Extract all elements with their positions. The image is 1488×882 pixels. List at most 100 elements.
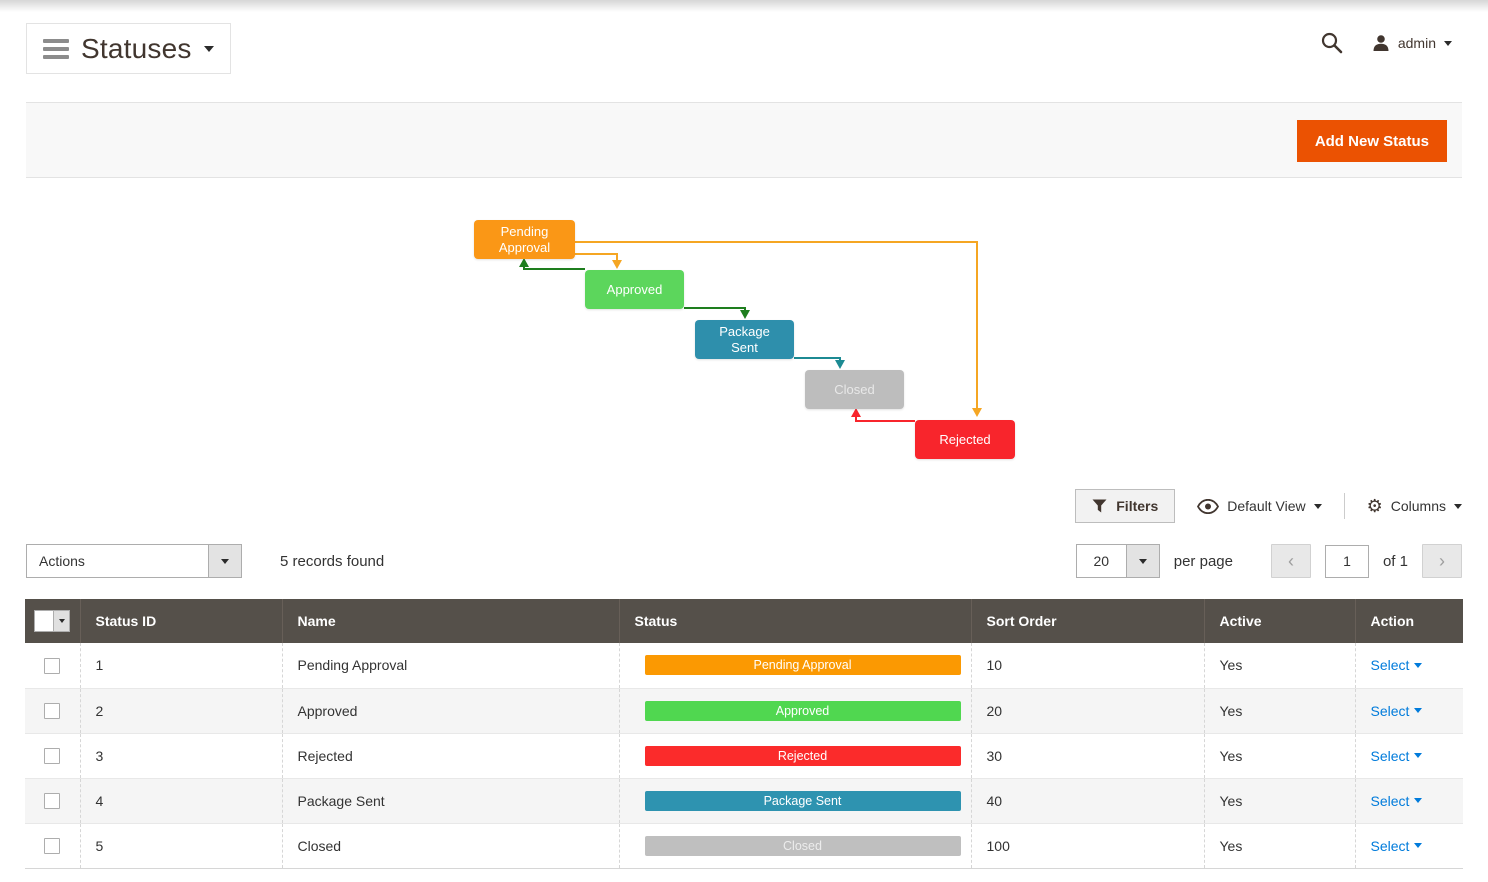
view-selector[interactable]: Default View xyxy=(1197,498,1322,514)
table-header-row: Status ID Name Status Sort Order Active … xyxy=(25,599,1463,643)
page-title: Statuses xyxy=(81,32,192,64)
toolbar-divider xyxy=(1343,493,1345,519)
flow-edges xyxy=(519,241,982,422)
per-page-label: per page xyxy=(1173,552,1233,570)
status-badge: Rejected xyxy=(644,745,961,766)
column-header-name[interactable]: Name xyxy=(281,599,619,643)
columns-label: Columns xyxy=(1390,498,1446,514)
row-checkbox[interactable] xyxy=(44,657,61,674)
cell-sort-order: 40 xyxy=(970,778,1204,824)
top-gradient xyxy=(0,0,1488,12)
edge-package-to-closed xyxy=(794,357,841,362)
chevron-down-icon xyxy=(1313,503,1322,509)
user-icon xyxy=(1373,35,1389,51)
username: admin xyxy=(1397,35,1436,51)
page-actions-panel: Add New Status xyxy=(26,102,1462,178)
cell-name: Pending Approval xyxy=(281,643,619,689)
cell-active: Yes xyxy=(1203,643,1355,689)
table-row: 3 Rejected Rejected 30 Yes Select xyxy=(25,733,1463,779)
admin-user-menu[interactable]: admin xyxy=(1372,34,1452,52)
cell-active: Yes xyxy=(1203,733,1355,779)
column-header-status[interactable]: Status xyxy=(618,599,971,643)
cell-name: Rejected xyxy=(281,733,619,779)
row-checkbox[interactable] xyxy=(44,793,61,810)
row-checkbox[interactable] xyxy=(44,748,61,765)
records-found-text: 5 records found xyxy=(280,552,385,570)
view-label: Default View xyxy=(1227,498,1306,514)
column-header-sort-order[interactable]: Sort Order xyxy=(970,599,1204,643)
funnel-icon xyxy=(1092,499,1107,513)
chevron-down-icon xyxy=(1454,503,1462,509)
table-row: 2 Approved Approved 20 Yes Select xyxy=(25,688,1463,734)
row-select-action[interactable]: Select xyxy=(1371,838,1423,854)
chevron-down-icon xyxy=(203,45,214,52)
actions-dropdown-caret[interactable] xyxy=(208,545,241,577)
page-title-menu[interactable]: Statuses xyxy=(26,23,231,74)
flow-node-package-sent[interactable]: Package Sent xyxy=(695,320,794,359)
select-all-checkbox[interactable] xyxy=(34,610,71,632)
actions-dropdown[interactable]: Actions xyxy=(26,544,242,578)
row-checkbox[interactable] xyxy=(44,838,61,855)
table-row: 5 Closed Closed 100 Yes Select xyxy=(25,823,1463,869)
arrowhead xyxy=(612,260,622,269)
arrowhead xyxy=(519,258,529,267)
arrowhead xyxy=(972,408,982,417)
row-select-action[interactable]: Select xyxy=(1371,793,1423,809)
flow-node-closed[interactable]: Closed xyxy=(805,370,904,409)
total-pages-label: of 1 xyxy=(1382,552,1408,570)
table-row: 4 Package Sent Package Sent 40 Yes Selec… xyxy=(25,778,1463,824)
add-new-status-button[interactable]: Add New Status xyxy=(1296,120,1447,162)
cell-active: Yes xyxy=(1203,778,1355,824)
cell-active: Yes xyxy=(1203,688,1355,734)
select-all-caret[interactable] xyxy=(53,611,70,631)
cell-status-id: 2 xyxy=(79,688,282,734)
cell-status-id: 1 xyxy=(79,643,282,689)
edge-pending-to-approved xyxy=(575,253,618,262)
row-select-action[interactable]: Select xyxy=(1371,657,1423,673)
cell-name: Closed xyxy=(281,823,619,869)
column-header-action[interactable]: Action xyxy=(1354,599,1463,643)
statuses-table: Status ID Name Status Sort Order Active … xyxy=(25,599,1463,869)
search-icon[interactable] xyxy=(1320,31,1344,55)
edge-approved-to-package xyxy=(684,307,746,312)
cell-name: Approved xyxy=(281,688,619,734)
cell-status-id: 3 xyxy=(79,733,282,779)
row-checkbox[interactable] xyxy=(44,703,61,720)
edge-rejected-to-closed xyxy=(855,415,915,422)
actions-dropdown-value: Actions xyxy=(39,553,85,569)
cell-status-id: 5 xyxy=(79,823,282,869)
cell-active: Yes xyxy=(1203,823,1355,869)
per-page-caret[interactable] xyxy=(1125,545,1159,577)
flow-node-rejected[interactable]: Rejected xyxy=(915,420,1015,459)
column-header-status-id[interactable]: Status ID xyxy=(79,599,282,643)
header-actions: admin xyxy=(1320,31,1452,55)
page-header: Statuses admin xyxy=(26,23,1462,85)
row-select-action[interactable]: Select xyxy=(1371,703,1423,719)
flow-node-approved[interactable]: Approved xyxy=(585,270,684,309)
column-header-active[interactable]: Active xyxy=(1203,599,1355,643)
current-page-input[interactable] xyxy=(1324,544,1369,578)
per-page-value: 20 xyxy=(1093,553,1110,569)
status-badge: Closed xyxy=(644,835,961,856)
per-page-dropdown[interactable]: 20 xyxy=(1075,544,1160,578)
status-badge: Pending Approval xyxy=(644,655,961,676)
filters-label: Filters xyxy=(1116,498,1159,514)
pagination-controls: 20 per page ‹ of 1 › xyxy=(1075,544,1462,578)
menu-icon xyxy=(43,38,69,59)
edge-pending-to-rejected xyxy=(575,241,978,408)
status-badge: Approved xyxy=(644,700,961,721)
filters-button[interactable]: Filters xyxy=(1075,489,1176,523)
row-select-action[interactable]: Select xyxy=(1371,748,1423,764)
next-page-button[interactable]: › xyxy=(1422,544,1462,578)
prev-page-button[interactable]: ‹ xyxy=(1270,544,1311,578)
arrowhead xyxy=(740,310,750,319)
cell-sort-order: 100 xyxy=(970,823,1204,869)
flow-node-pending-approval[interactable]: Pending Approval xyxy=(474,220,575,259)
columns-selector[interactable]: ⚙ Columns xyxy=(1367,497,1462,515)
status-badge: Package Sent xyxy=(644,790,961,811)
chevron-down-icon xyxy=(1444,40,1452,46)
cell-name: Package Sent xyxy=(281,778,619,824)
eye-icon xyxy=(1197,498,1220,514)
status-flow-diagram: Pending Approval Approved Package Sent C… xyxy=(0,178,1488,468)
arrowhead xyxy=(851,408,861,417)
